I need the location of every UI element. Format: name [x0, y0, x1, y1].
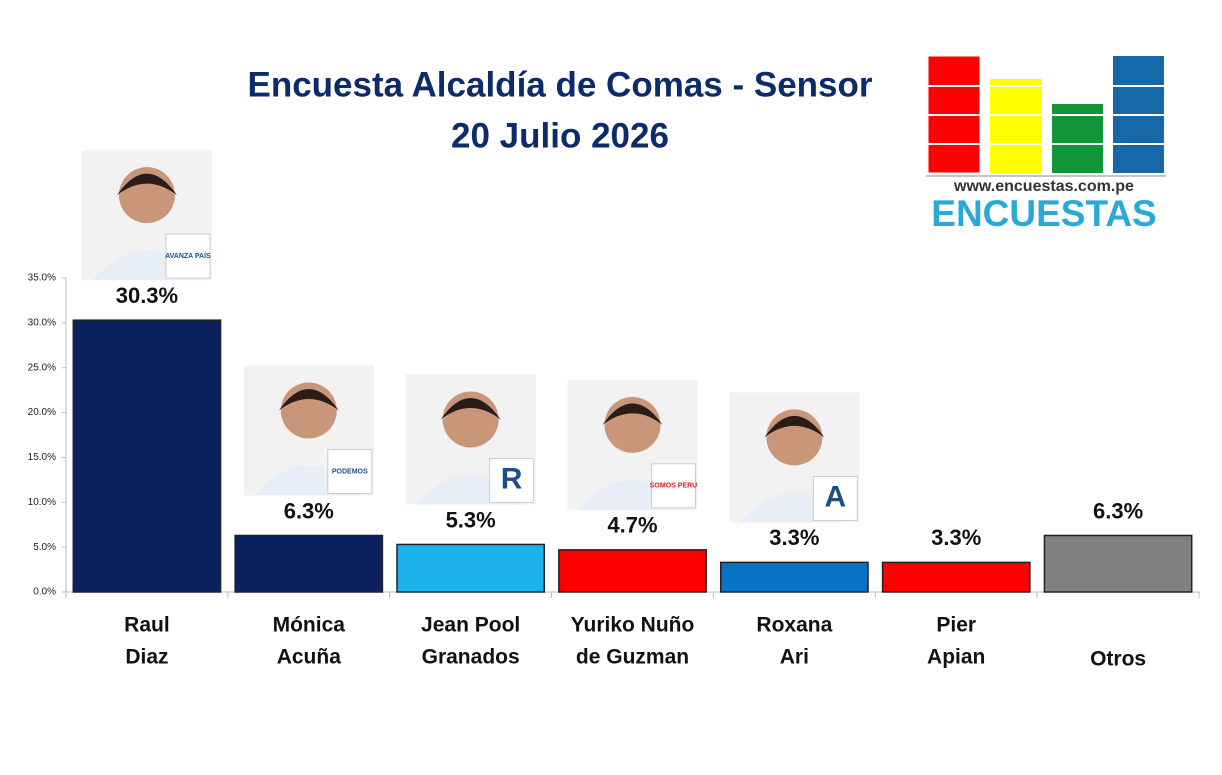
party-badge-label: A [825, 480, 847, 513]
y-tick-label: 0.0% [33, 587, 56, 598]
y-tick-label: 20.0% [28, 407, 56, 418]
party-badge-label: SOMOS PERU [650, 483, 697, 490]
x-tick-label: Mónica [273, 614, 346, 637]
value-label: 3.3% [931, 525, 981, 550]
bar [1043, 534, 1193, 593]
x-tick-label: Pier [936, 614, 976, 637]
chart-subtitle: 20 Julio 2026 [451, 116, 669, 155]
y-tick-label: 35.0% [28, 273, 56, 284]
y-tick-label: 5.0% [33, 542, 56, 553]
candidate-hair [116, 173, 177, 196]
logo-name: ENCUESTAS [931, 193, 1156, 234]
candidate-hair [764, 415, 825, 438]
x-tick-label: Raul [124, 614, 170, 637]
bar [558, 549, 707, 593]
x-tick-label: Ari [780, 646, 809, 669]
value-label: 30.3% [116, 283, 178, 308]
logo: www.encuestas.com.pe ENCUESTAS [926, 55, 1166, 234]
party-badge-label: R [501, 462, 523, 495]
party-badge [165, 233, 211, 279]
y-tick-label: 10.0% [28, 497, 56, 508]
logo-bar [990, 79, 1042, 173]
value-label: 6.3% [284, 498, 334, 523]
y-tick-label: 15.0% [28, 452, 56, 463]
candidate-hair [278, 388, 339, 411]
value-label: 6.3% [1093, 498, 1143, 523]
candidate-hair [602, 403, 663, 425]
chart-title: Encuesta Alcaldía de Comas - Sensor [247, 65, 872, 104]
logo-lines [926, 85, 1166, 145]
x-tick-label: Roxana [756, 614, 832, 637]
bar [72, 319, 222, 593]
value-label: 3.3% [769, 525, 819, 550]
value-label: 4.7% [607, 513, 657, 538]
x-tick-label: Diaz [125, 646, 168, 669]
party-badge [812, 475, 858, 521]
y-tick-label: 30.0% [28, 317, 56, 328]
bar [396, 543, 546, 593]
x-tick-label: Apian [927, 646, 985, 669]
x-tick-label: Otros [1090, 648, 1146, 671]
bar [234, 534, 384, 593]
logo-url: www.encuestas.com.pe [953, 178, 1134, 195]
bar [881, 561, 1031, 593]
x-tick-label: Jean Pool [421, 614, 520, 637]
y-tick-label: 25.0% [28, 362, 56, 373]
bar [719, 561, 869, 593]
x-tick-label: Granados [422, 646, 520, 669]
party-badge [651, 463, 696, 509]
party-badge-label: AVANZA PAÍS [165, 251, 211, 260]
x-tick-label: Acuña [277, 646, 342, 669]
party-badge [327, 448, 373, 494]
party-badge [489, 457, 535, 503]
candidate-hair [440, 397, 501, 420]
value-label: 5.3% [446, 507, 496, 532]
x-tick-label: Yuriko Nuño [571, 614, 695, 637]
x-tick-label: de Guzman [576, 646, 689, 669]
party-badge-label: PODEMOS [332, 468, 368, 475]
